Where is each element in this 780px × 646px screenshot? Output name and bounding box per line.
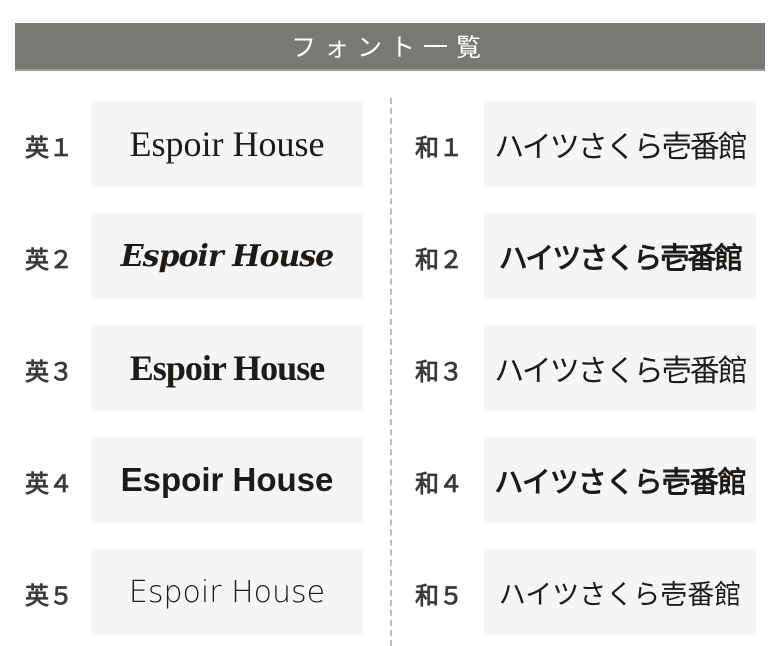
- font-sample-en2: Espoir House: [91, 213, 363, 299]
- font-label-ja3: 和３: [415, 358, 463, 386]
- font-label-en5: 英５: [25, 582, 73, 610]
- font-label-ja1: 和１: [415, 134, 463, 162]
- font-label-ja5: 和５: [415, 582, 463, 610]
- header-bar: フォント一覧: [15, 23, 765, 71]
- font-label-en2: 英２: [25, 246, 73, 274]
- font-label-en1: 英１: [25, 134, 73, 162]
- column-divider: [390, 98, 392, 646]
- font-sample-en5: Espoir House: [91, 549, 363, 635]
- font-label-en4: 英４: [25, 470, 73, 498]
- font-label-en3: 英３: [25, 358, 73, 386]
- font-label-ja4: 和４: [415, 470, 463, 498]
- font-sample-en4: Espoir House: [91, 437, 363, 523]
- font-sample-en1: Espoir House: [91, 101, 363, 187]
- font-label-ja2: 和２: [415, 246, 463, 274]
- font-sample-ja3: ハイツさくら壱番館: [484, 325, 756, 411]
- font-sample-ja1: ハイツさくら壱番館: [484, 101, 756, 187]
- font-sample-ja4: ハイツさくら壱番館: [484, 437, 756, 523]
- font-sample-en3: Espoir House: [91, 325, 363, 411]
- font-sample-ja2: ハイツさくら壱番館: [484, 213, 756, 299]
- font-sample-ja5: ハイツさくら壱番館: [484, 549, 756, 635]
- page-title: フォント一覧: [290, 33, 489, 62]
